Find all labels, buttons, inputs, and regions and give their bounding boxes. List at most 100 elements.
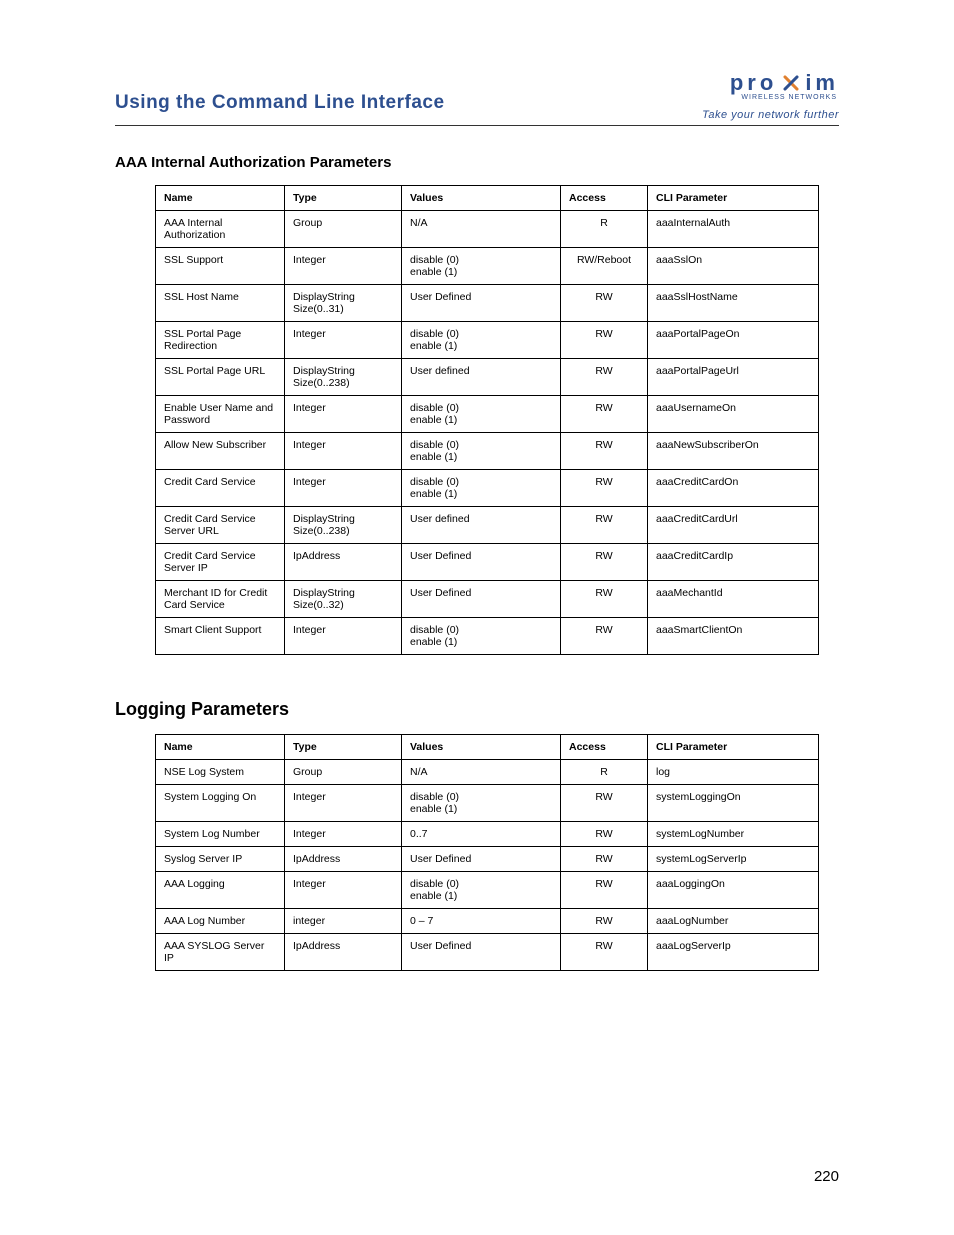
table-cell: RW [561,822,648,847]
table-cell: 0 – 7 [402,909,561,934]
table-cell: Integer [285,322,402,359]
table-cell: disable (0)enable (1) [402,618,561,655]
table-row: Credit Card ServiceIntegerdisable (0)ena… [156,470,819,507]
col-header-cli: CLI Parameter [648,735,819,760]
table-cell: RW [561,934,648,971]
table-cell: IpAddress [285,847,402,872]
col-header-name: Name [156,186,285,211]
table-cell: integer [285,909,402,934]
col-header-type: Type [285,735,402,760]
col-header-name: Name [156,735,285,760]
table-cell: disable (0)enable (1) [402,872,561,909]
table-row: AAA Log Numberinteger0 – 7RWaaaLogNumber [156,909,819,934]
table-cell: RW [561,618,648,655]
table-cell: User defined [402,507,561,544]
table-cell: Integer [285,248,402,285]
table-cell: Smart Client Support [156,618,285,655]
col-header-type: Type [285,186,402,211]
table-cell: Group [285,760,402,785]
table-cell: AAA Logging [156,872,285,909]
table-cell: systemLogNumber [648,822,819,847]
table-cell: aaaCreditCardOn [648,470,819,507]
table-cell: AAA SYSLOG Server IP [156,934,285,971]
logo-tagline: Take your network further [702,109,839,121]
table-cell: N/A [402,211,561,248]
header: Using the Command Line Interface pro im … [115,70,839,126]
table-cell: R [561,760,648,785]
col-header-access: Access [561,735,648,760]
table-cell: disable (0)enable (1) [402,785,561,822]
table-cell: Allow New Subscriber [156,433,285,470]
logo-text-right: im [805,70,839,96]
table-cell: Integer [285,872,402,909]
table-cell: AAA Internal Authorization [156,211,285,248]
table-row: AAA Internal AuthorizationGroupN/ARaaaIn… [156,211,819,248]
table-cell: System Log Number [156,822,285,847]
table-row: Credit Card Service Server IPIpAddressUs… [156,544,819,581]
table-cell: User Defined [402,934,561,971]
table-cell: SSL Portal Page URL [156,359,285,396]
table-cell: DisplayString Size(0..238) [285,359,402,396]
table-row: Credit Card Service Server URLDisplayStr… [156,507,819,544]
table-cell: DisplayString Size(0..238) [285,507,402,544]
table-cell: DisplayString Size(0..32) [285,581,402,618]
table-header-row: Name Type Values Access CLI Parameter [156,186,819,211]
table-cell: Group [285,211,402,248]
logging-params-tbody: NSE Log SystemGroupN/ARlogSystem Logging… [156,760,819,971]
table-row: NSE Log SystemGroupN/ARlog [156,760,819,785]
table-row: AAA SYSLOG Server IPIpAddressUser Define… [156,934,819,971]
table-cell: RW [561,507,648,544]
table-cell: systemLoggingOn [648,785,819,822]
table-cell: Credit Card Service Server URL [156,507,285,544]
table-cell: Integer [285,822,402,847]
table-cell: Integer [285,470,402,507]
table-cell: aaaUsernameOn [648,396,819,433]
table-cell: RW [561,847,648,872]
table-cell: User Defined [402,544,561,581]
logging-params-table: Name Type Values Access CLI Parameter NS… [155,734,819,971]
col-header-values: Values [402,735,561,760]
table-cell: aaaSslOn [648,248,819,285]
table-cell: RW [561,470,648,507]
table-cell: Merchant ID for Credit Card Service [156,581,285,618]
table-cell: Integer [285,396,402,433]
table-row: SSL Host NameDisplayString Size(0..31)Us… [156,285,819,322]
table-cell: RW [561,909,648,934]
table-cell: RW [561,544,648,581]
table-row: Enable User Name and PasswordIntegerdisa… [156,396,819,433]
page: Using the Command Line Interface pro im … [0,0,954,1235]
section2-heading: Logging Parameters [115,699,839,720]
table-cell: SSL Host Name [156,285,285,322]
table-cell: RW/Reboot [561,248,648,285]
table-cell: disable (0)enable (1) [402,470,561,507]
table-cell: log [648,760,819,785]
table-cell: User Defined [402,285,561,322]
table-cell: disable (0)enable (1) [402,396,561,433]
table-cell: Syslog Server IP [156,847,285,872]
table-row: Syslog Server IPIpAddressUser DefinedRWs… [156,847,819,872]
table-row: SSL SupportIntegerdisable (0)enable (1)R… [156,248,819,285]
aaa-params-tbody: AAA Internal AuthorizationGroupN/ARaaaIn… [156,211,819,655]
aaa-params-table: Name Type Values Access CLI Parameter AA… [155,185,819,655]
table-cell: Credit Card Service [156,470,285,507]
table-cell: Integer [285,433,402,470]
logo-x-icon [781,73,801,93]
section1-heading: AAA Internal Authorization Parameters [115,154,839,171]
table-cell: aaaMechantId [648,581,819,618]
table-cell: AAA Log Number [156,909,285,934]
table-cell: RW [561,785,648,822]
table-cell: RW [561,359,648,396]
table-row: Allow New SubscriberIntegerdisable (0)en… [156,433,819,470]
table-cell: User Defined [402,581,561,618]
page-title: Using the Command Line Interface [115,92,445,114]
table-cell: IpAddress [285,544,402,581]
table-cell: systemLogServerIp [648,847,819,872]
col-header-cli: CLI Parameter [648,186,819,211]
table-cell: aaaPortalPageOn [648,322,819,359]
table-cell: SSL Portal Page Redirection [156,322,285,359]
page-number: 220 [814,1168,839,1185]
col-header-values: Values [402,186,561,211]
table-cell: Enable User Name and Password [156,396,285,433]
table-cell: RW [561,872,648,909]
table-cell: aaaNewSubscriberOn [648,433,819,470]
